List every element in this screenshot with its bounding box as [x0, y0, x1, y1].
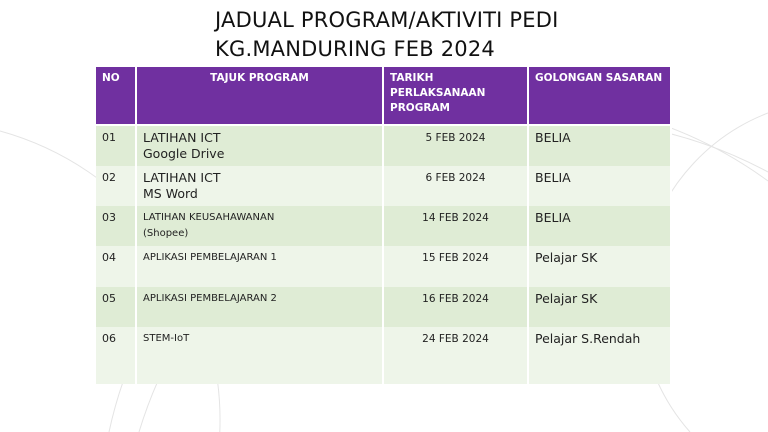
title-subline: MS Word — [143, 186, 198, 201]
title-line: LATIHAN ICT — [143, 130, 221, 145]
cell-no: 02 — [96, 166, 137, 206]
table-row: 01 LATIHAN ICT Google Drive 5 FEB 2024 BE… — [96, 125, 672, 166]
cell-date: 6 FEB 2024 — [383, 166, 529, 206]
cell-no: 01 — [96, 125, 137, 166]
table-row: 04 APLIKASI PEMBELAJARAN 1 15 FEB 2024 P… — [96, 246, 672, 287]
cell-date: 16 FEB 2024 — [383, 287, 529, 327]
slide-title: JADUAL PROGRAM/AKTIVITI PEDI KG.MANDURIN… — [215, 6, 559, 64]
table-row: 06 STEM-IoT 24 FEB 2024 Pelajar S.Rendah — [96, 327, 672, 384]
cell-date: 5 FEB 2024 — [383, 125, 529, 166]
cell-target: Pelajar SK — [528, 246, 672, 287]
cell-no: 03 — [96, 206, 137, 246]
table-row: 05 APLIKASI PEMBELAJARAN 2 16 FEB 2024 P… — [96, 287, 672, 327]
cell-date: 14 FEB 2024 — [383, 206, 529, 246]
table-row: 03 LATIHAN KEUSAHAWANAN (Shopee) 14 FEB 2… — [96, 206, 672, 246]
cell-target: Pelajar SK — [528, 287, 672, 327]
header-title: TAJUK PROGRAM — [136, 67, 384, 126]
title-line-2: KG.MANDURING FEB 2024 — [215, 37, 495, 61]
title-subline: Google Drive — [143, 146, 225, 161]
cell-target: BELIA — [528, 125, 672, 166]
title-line: LATIHAN ICT — [143, 170, 221, 185]
cell-no: 04 — [96, 246, 137, 287]
title-subline: (Shopee) — [143, 228, 189, 239]
table-row: 02 LATIHAN ICT MS Word 6 FEB 2024 BELIA — [96, 166, 672, 206]
cell-target: BELIA — [528, 166, 672, 206]
cell-title: LATIHAN ICT MS Word — [136, 166, 384, 206]
cell-title: APLIKASI PEMBELAJARAN 1 — [136, 246, 384, 287]
cell-title: STEM-IoT — [136, 327, 384, 384]
program-schedule-table: NO TAJUK PROGRAM TARIKH PERLAKSANAAN PRO… — [96, 67, 672, 384]
header-date: TARIKH PERLAKSANAAN PROGRAM — [383, 67, 529, 126]
cell-title: LATIHAN ICT Google Drive — [136, 125, 384, 166]
cell-title: APLIKASI PEMBELAJARAN 2 — [136, 287, 384, 327]
cell-date: 24 FEB 2024 — [383, 327, 529, 384]
header-target: GOLONGAN SASARAN — [528, 67, 672, 126]
table-header-row: NO TAJUK PROGRAM TARIKH PERLAKSANAAN PRO… — [96, 67, 672, 126]
title-line: LATIHAN KEUSAHAWANAN — [143, 212, 275, 223]
cell-title: LATIHAN KEUSAHAWANAN (Shopee) — [136, 206, 384, 246]
cell-no: 05 — [96, 287, 137, 327]
header-no: NO — [96, 67, 137, 126]
cell-target: Pelajar S.Rendah — [528, 327, 672, 384]
cell-no: 06 — [96, 327, 137, 384]
cell-date: 15 FEB 2024 — [383, 246, 529, 287]
title-line-1: JADUAL PROGRAM/AKTIVITI PEDI — [215, 8, 559, 32]
cell-target: BELIA — [528, 206, 672, 246]
